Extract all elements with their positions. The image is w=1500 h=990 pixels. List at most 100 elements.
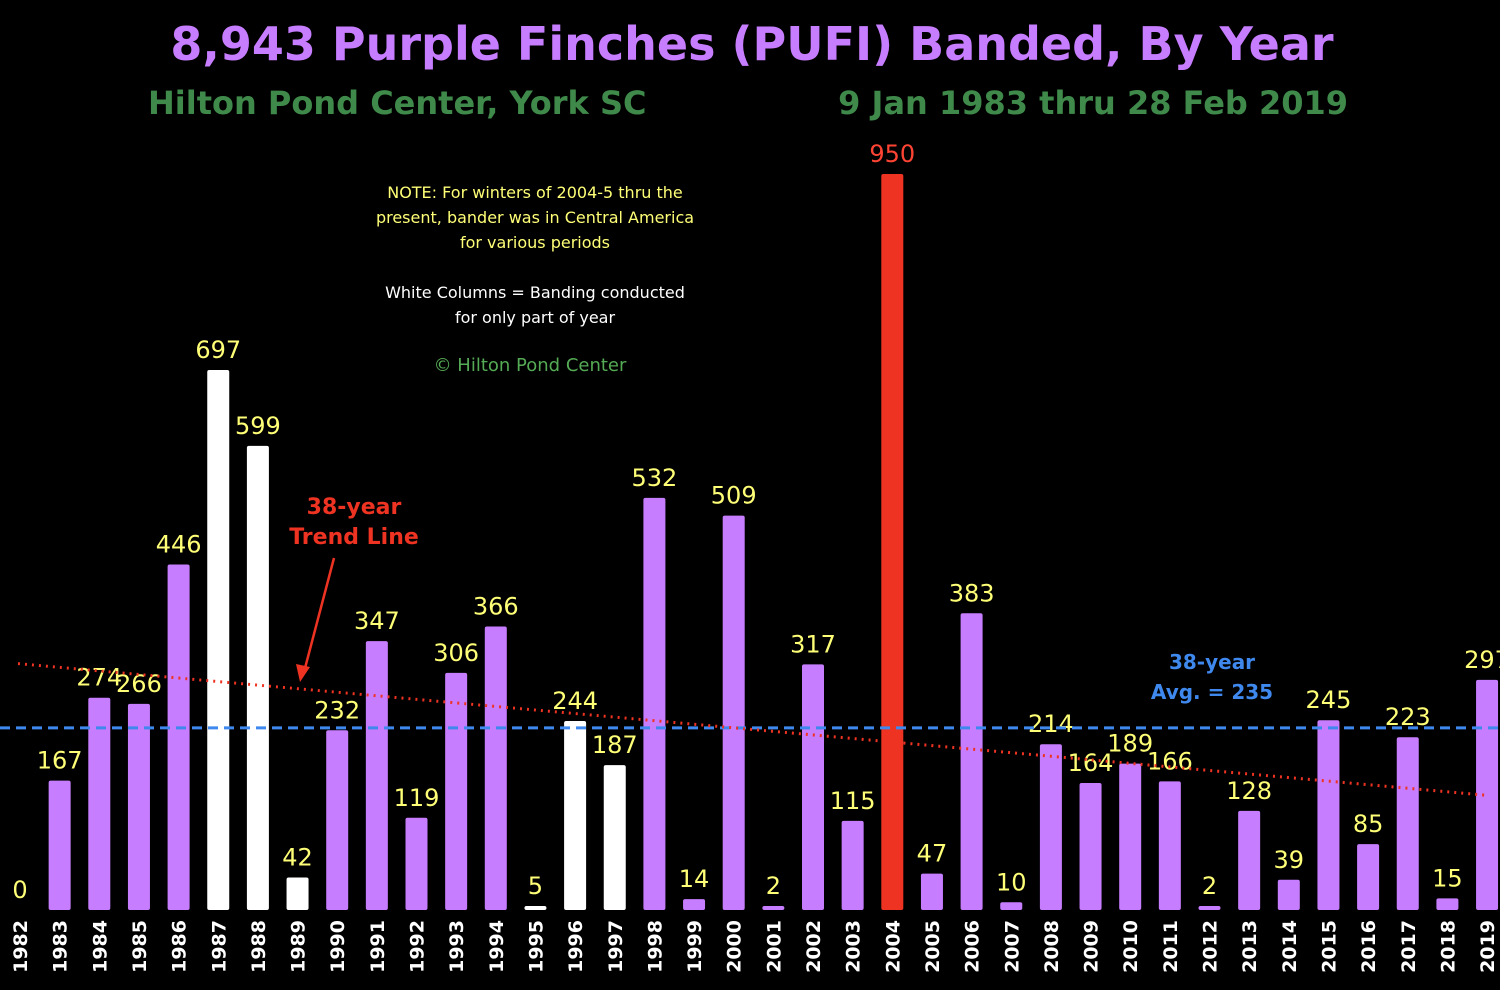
trend-arrow-head bbox=[296, 664, 310, 682]
value-label-1986: 446 bbox=[156, 530, 202, 558]
x-tick-label-2015: 2015 bbox=[1318, 920, 1340, 973]
value-label-2005: 47 bbox=[917, 840, 948, 868]
x-tick-label-1995: 1995 bbox=[525, 920, 547, 973]
bar-2018 bbox=[1436, 898, 1459, 910]
x-tick-label-2012: 2012 bbox=[1200, 920, 1222, 973]
x-tick-label-2001: 2001 bbox=[763, 920, 785, 973]
bar-1993 bbox=[445, 672, 468, 910]
bar-2001 bbox=[762, 906, 785, 910]
bar-2006 bbox=[960, 613, 983, 910]
note-line: for only part of year bbox=[455, 308, 616, 327]
avg-label-line2: Avg. = 235 bbox=[1151, 680, 1273, 704]
x-tick-label-1984: 1984 bbox=[89, 920, 111, 973]
x-tick-label-1982: 1982 bbox=[10, 920, 32, 973]
x-tick-label-1990: 1990 bbox=[327, 920, 349, 973]
x-tick-label-2017: 2017 bbox=[1398, 920, 1420, 973]
bar-2002 bbox=[802, 664, 824, 910]
bar-1999 bbox=[683, 899, 706, 910]
avg-label-line1: 38-year bbox=[1169, 650, 1255, 674]
bar-1990 bbox=[326, 730, 349, 910]
value-label-2011: 166 bbox=[1147, 747, 1193, 775]
chart-subtitle-location: Hilton Pond Center, York SC bbox=[148, 84, 646, 122]
value-label-2013: 128 bbox=[1226, 777, 1272, 805]
value-label-1982: 0 bbox=[12, 876, 27, 904]
value-label-2006: 383 bbox=[949, 579, 995, 607]
bar-1998 bbox=[643, 497, 666, 910]
value-label-2010: 189 bbox=[1107, 730, 1153, 758]
bar-2012 bbox=[1198, 906, 1221, 910]
value-label-2003: 115 bbox=[830, 787, 876, 815]
value-label-1994: 366 bbox=[473, 592, 519, 620]
x-tick-label-1992: 1992 bbox=[407, 920, 429, 973]
trend-label-line1: 38-year bbox=[307, 495, 402, 520]
x-tick-label-1988: 1988 bbox=[248, 920, 270, 973]
x-tick-label-1997: 1997 bbox=[605, 920, 627, 973]
x-tick-label-2018: 2018 bbox=[1437, 920, 1459, 973]
x-tick-label-2016: 2016 bbox=[1358, 920, 1380, 973]
x-tick-label-1986: 1986 bbox=[169, 920, 191, 973]
chart-title: 8,943 Purple Finches (PUFI) Banded, By Y… bbox=[170, 17, 1334, 71]
bar-2010 bbox=[1119, 763, 1142, 910]
value-label-1997: 187 bbox=[592, 731, 638, 759]
bar-1992 bbox=[405, 817, 428, 910]
x-tick-label-1993: 1993 bbox=[446, 920, 468, 973]
x-tick-label-2007: 2007 bbox=[1001, 920, 1023, 973]
bar-1995 bbox=[524, 906, 547, 910]
bar-1983 bbox=[48, 780, 71, 910]
x-tick-label-1996: 1996 bbox=[565, 920, 587, 973]
value-label-2000: 509 bbox=[711, 482, 757, 510]
note-line: NOTE: For winters of 2004-5 thru the bbox=[387, 183, 683, 202]
bar-2011 bbox=[1158, 781, 1181, 910]
value-label-1992: 119 bbox=[394, 784, 440, 812]
chart-subtitle-dates: 9 Jan 1983 thru 28 Feb 2019 bbox=[838, 84, 1348, 122]
value-label-2015: 245 bbox=[1306, 686, 1352, 714]
bar-2005 bbox=[920, 873, 943, 910]
x-tick-label-1998: 1998 bbox=[644, 920, 666, 973]
bar-1991 bbox=[365, 641, 388, 910]
bar-1985 bbox=[127, 703, 150, 910]
value-label-1990: 232 bbox=[314, 696, 360, 724]
bar-2007 bbox=[1000, 902, 1023, 910]
value-label-2014: 39 bbox=[1274, 846, 1305, 874]
bar-1994 bbox=[484, 626, 507, 910]
bar-1996 bbox=[564, 720, 587, 910]
x-tick-label-2009: 2009 bbox=[1081, 920, 1103, 973]
trend-arrow-shaft bbox=[302, 557, 336, 673]
note-line: White Columns = Banding conducted bbox=[385, 283, 685, 302]
bar-1997 bbox=[603, 765, 626, 910]
x-tick-label-1983: 1983 bbox=[50, 920, 72, 973]
bar-2003 bbox=[841, 820, 864, 910]
x-tick-label-2000: 2000 bbox=[724, 920, 746, 973]
x-tick-label-1985: 1985 bbox=[129, 920, 151, 973]
x-tick-label-2006: 2006 bbox=[962, 920, 984, 973]
x-tick-label-1987: 1987 bbox=[208, 920, 230, 973]
bar-2000 bbox=[722, 515, 745, 910]
x-tick-label-1989: 1989 bbox=[288, 920, 310, 973]
value-label-2004: 950 bbox=[869, 140, 915, 168]
value-label-1984: 274 bbox=[76, 664, 122, 692]
x-tick-label-2011: 2011 bbox=[1160, 920, 1182, 973]
value-label-2017: 223 bbox=[1385, 703, 1431, 731]
bar-2014 bbox=[1277, 879, 1300, 910]
trend-label-line2: Trend Line bbox=[289, 525, 419, 550]
bar-1989 bbox=[286, 877, 309, 910]
x-tick-label-2019: 2019 bbox=[1477, 920, 1499, 973]
x-tick-label-2002: 2002 bbox=[803, 920, 825, 973]
value-label-2001: 2 bbox=[766, 872, 781, 900]
value-label-1983: 167 bbox=[37, 747, 83, 775]
bar-2009 bbox=[1079, 782, 1102, 910]
x-tick-label-2014: 2014 bbox=[1279, 920, 1301, 973]
value-label-2008: 214 bbox=[1028, 710, 1074, 738]
x-tick-label-1991: 1991 bbox=[367, 920, 389, 973]
note-line: present, bander was in Central America bbox=[376, 208, 694, 227]
value-label-1998: 532 bbox=[631, 464, 677, 492]
value-label-2009: 164 bbox=[1068, 749, 1114, 777]
x-tick-label-2004: 2004 bbox=[882, 920, 904, 973]
value-label-1993: 306 bbox=[433, 639, 479, 667]
bar-1984 bbox=[88, 697, 111, 910]
bar-2017 bbox=[1396, 737, 1419, 910]
bar-1988 bbox=[246, 445, 269, 910]
value-label-2018: 15 bbox=[1432, 864, 1463, 892]
trend-line bbox=[17, 662, 1488, 797]
x-tick-label-1994: 1994 bbox=[486, 920, 508, 973]
